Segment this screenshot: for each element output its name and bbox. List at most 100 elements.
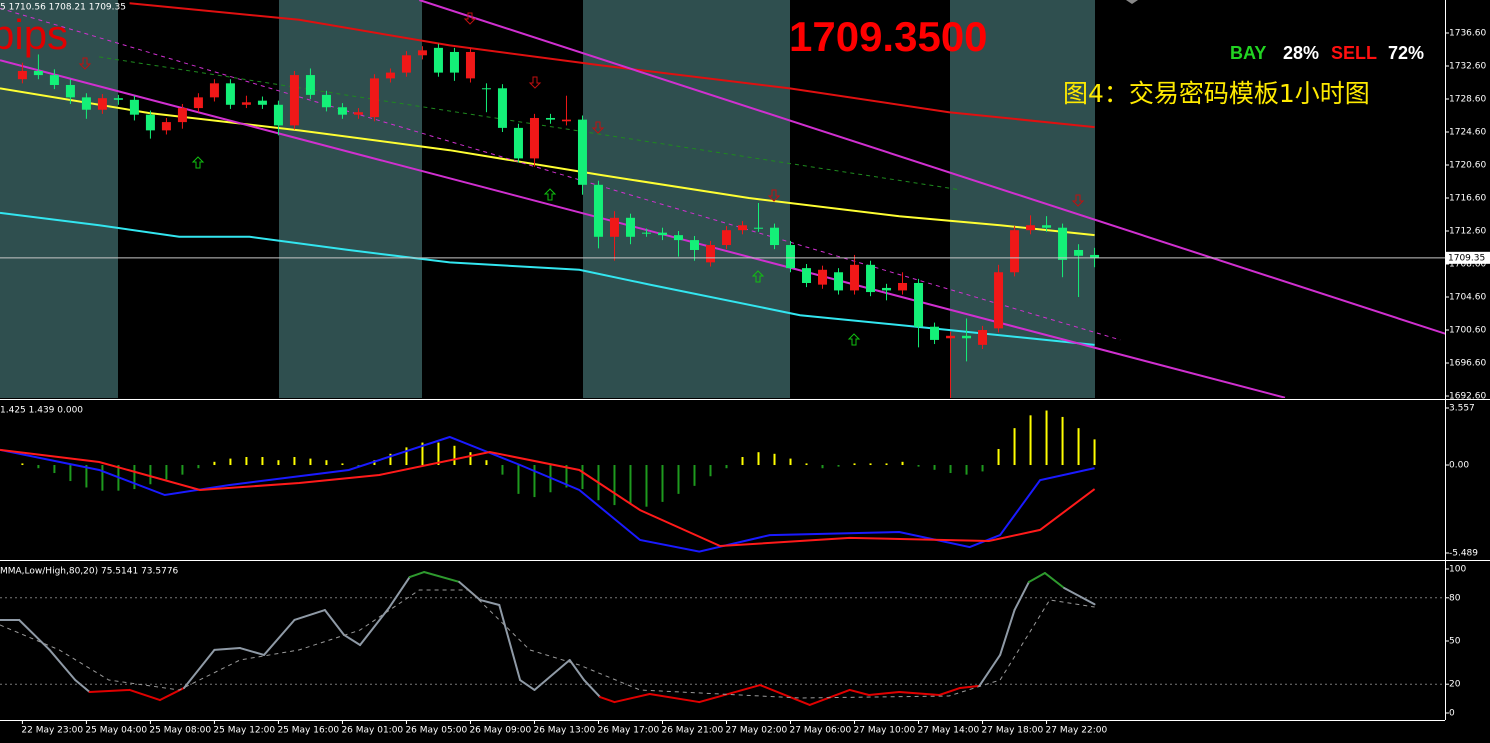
candle-body bbox=[593, 184, 603, 237]
histogram-bar bbox=[645, 465, 648, 507]
candle-body bbox=[369, 78, 379, 118]
histogram-bar bbox=[1093, 439, 1096, 466]
series-line bbox=[0, 589, 1095, 699]
y-tick-label: 1728.60 bbox=[1449, 95, 1486, 105]
x-tick-label: 25 May 04:00 bbox=[85, 726, 147, 736]
histogram-bar bbox=[853, 463, 856, 466]
up-arrow bbox=[751, 270, 765, 283]
series-segment bbox=[1063, 587, 1096, 606]
series-segment bbox=[938, 686, 962, 696]
histogram-bar bbox=[837, 465, 840, 467]
histogram-bar bbox=[37, 465, 40, 469]
buy-percent: 28% bbox=[1283, 43, 1319, 63]
histogram-bar bbox=[997, 448, 1000, 466]
series-segment bbox=[1027, 572, 1046, 583]
y-tick-label: 3.557 bbox=[1449, 404, 1475, 414]
histogram-bar bbox=[1061, 416, 1064, 466]
y-tick-label: 80 bbox=[1449, 593, 1461, 603]
watermark: pips bbox=[0, 11, 68, 58]
histogram-bar bbox=[581, 465, 584, 490]
histogram-bar bbox=[901, 461, 904, 466]
candle-body bbox=[641, 232, 651, 234]
candle-body bbox=[882, 287, 892, 291]
candle-body bbox=[97, 98, 107, 110]
series-segment bbox=[599, 696, 616, 704]
x-tick-label: 26 May 05:00 bbox=[405, 726, 467, 736]
series-segment bbox=[213, 647, 242, 651]
down-arrow bbox=[528, 76, 542, 89]
signal-arrows bbox=[78, 12, 1085, 346]
histogram-bar bbox=[789, 458, 792, 466]
histogram-bar bbox=[405, 447, 408, 466]
series-segment bbox=[1013, 580, 1030, 612]
candle-body bbox=[625, 217, 635, 237]
series-segment bbox=[648, 692, 701, 704]
y-tick-label: -5.489 bbox=[1449, 549, 1478, 559]
chart-title: 图4：交易密码模板1小时图 bbox=[1063, 79, 1370, 108]
histogram-bar bbox=[661, 465, 664, 502]
series-segment bbox=[387, 576, 411, 610]
candle-body bbox=[337, 107, 347, 115]
candle-body bbox=[818, 269, 828, 285]
series-segment bbox=[848, 688, 870, 696]
y-tick-label: 1720.60 bbox=[1449, 161, 1486, 171]
series-segment bbox=[898, 690, 941, 696]
histogram-bar bbox=[629, 465, 632, 504]
up-arrow bbox=[543, 188, 557, 201]
candle-body bbox=[705, 245, 715, 263]
histogram-bar bbox=[821, 465, 824, 469]
series-segment bbox=[183, 648, 216, 689]
candle-body bbox=[1090, 254, 1100, 258]
candle-body bbox=[770, 227, 780, 246]
candle-body bbox=[545, 117, 555, 120]
down-arrow bbox=[767, 189, 781, 202]
histogram-bar bbox=[981, 465, 984, 472]
macd-header: 1.425 1.439 0.000 bbox=[0, 406, 83, 416]
candle-body bbox=[177, 108, 187, 123]
series-segment bbox=[74, 679, 91, 693]
histogram-bar bbox=[965, 465, 968, 475]
session-band bbox=[279, 0, 422, 398]
candle-body bbox=[1058, 227, 1068, 260]
candle-body bbox=[385, 72, 395, 79]
y-tick-label: 1704.60 bbox=[1449, 293, 1486, 303]
candle-body bbox=[914, 282, 924, 327]
series-line bbox=[99, 56, 961, 191]
y-tick-label: 1692.60 bbox=[1449, 392, 1486, 402]
candle-body bbox=[946, 335, 956, 339]
histogram-bar bbox=[757, 452, 760, 466]
histogram-bar bbox=[773, 453, 776, 466]
candle-body bbox=[898, 282, 908, 291]
histogram-bar bbox=[565, 465, 568, 488]
candle-body bbox=[962, 335, 972, 339]
y-tick-label: 50 bbox=[1449, 637, 1461, 647]
candle-body bbox=[930, 326, 940, 340]
price-display: 1709.3500 bbox=[789, 13, 988, 60]
candle-body bbox=[1042, 225, 1052, 228]
histogram-bar bbox=[933, 465, 936, 470]
histogram-bar bbox=[197, 465, 200, 469]
histogram-bar bbox=[725, 465, 728, 469]
x-tick-label: 27 May 22:00 bbox=[1046, 726, 1108, 736]
series-segment bbox=[88, 688, 131, 693]
candle-body bbox=[225, 83, 235, 105]
series-segment bbox=[613, 692, 651, 704]
macd-panel bbox=[0, 410, 1096, 553]
histogram-bar bbox=[677, 465, 680, 494]
histogram-bar bbox=[133, 465, 136, 490]
series-line bbox=[0, 211, 1095, 346]
scroll-marker bbox=[1126, 0, 1138, 4]
histogram-bar bbox=[213, 461, 216, 466]
histogram-bar bbox=[437, 442, 440, 466]
series-segment bbox=[583, 679, 602, 699]
frame bbox=[0, 0, 1490, 721]
x-tick-label: 27 May 06:00 bbox=[790, 726, 852, 736]
series-segment bbox=[698, 684, 762, 704]
candle-body bbox=[401, 55, 411, 73]
histogram-bar bbox=[341, 463, 344, 466]
candle-body bbox=[577, 119, 587, 185]
histogram-bar bbox=[917, 465, 920, 467]
candle-body bbox=[850, 264, 860, 291]
series-line bbox=[0, 59, 1286, 398]
